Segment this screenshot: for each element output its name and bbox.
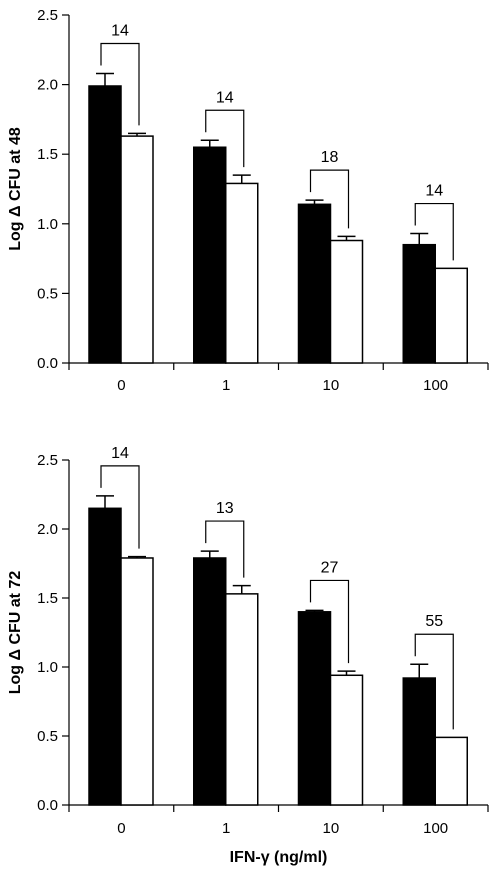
y-axis-label: Log Δ CFU at 48 bbox=[7, 127, 24, 251]
bar-white-1 bbox=[225, 593, 259, 806]
y-tick-label: 2.0 bbox=[37, 77, 58, 94]
bar-white-10 bbox=[329, 239, 364, 364]
x-axis-label: IFN-γ (ng/ml) bbox=[230, 849, 328, 866]
y-tick-label: 0.0 bbox=[37, 355, 58, 372]
bracket-label: 18 bbox=[321, 149, 339, 166]
y-tick-label: 1.0 bbox=[37, 659, 58, 676]
bracket-label: 27 bbox=[321, 559, 339, 576]
bracket-label: 13 bbox=[216, 500, 234, 517]
bar-black-10 bbox=[297, 611, 332, 806]
bar-white-100 bbox=[434, 736, 468, 806]
x-tick-label: 0 bbox=[117, 377, 125, 394]
x-tick-label: 100 bbox=[423, 377, 448, 394]
y-tick-label: 0.0 bbox=[37, 797, 58, 814]
bracket-label: 55 bbox=[425, 613, 443, 630]
bar-white-10 bbox=[329, 674, 364, 806]
chart-panel-1: 0.0 0.5 1.0 1.5 2.0 2.5 Log Δ CFU at 48 14 0 14 1 1… bbox=[7, 7, 489, 394]
bar-black-1 bbox=[193, 146, 227, 364]
y-tick-label: 1.5 bbox=[37, 590, 58, 607]
bracket-label: 14 bbox=[425, 183, 443, 200]
bar-black-10 bbox=[297, 203, 332, 364]
x-tick-label: 1 bbox=[222, 377, 230, 394]
y-axis-label: Log Δ CFU at 72 bbox=[7, 571, 24, 695]
x-tick-label: 0 bbox=[117, 820, 125, 837]
chart-panel-2: 0.0 0.5 1.0 1.5 2.0 2.5 Log Δ CFU at 72 14 0 13 1 2… bbox=[7, 445, 489, 866]
comparison-bracket bbox=[414, 633, 454, 730]
comparison-bracket bbox=[309, 579, 350, 664]
comparison-bracket bbox=[100, 42, 140, 126]
bar-black-1 bbox=[193, 557, 227, 806]
comparison-bracket bbox=[100, 465, 140, 549]
bar-black-0 bbox=[88, 507, 122, 806]
y-tick-label: 2.5 bbox=[37, 7, 58, 24]
y-tick-label: 1.0 bbox=[37, 216, 58, 233]
bracket-label: 14 bbox=[111, 445, 129, 462]
x-tick-label: 10 bbox=[323, 377, 340, 394]
comparison-bracket bbox=[205, 109, 245, 168]
bar-black-0 bbox=[88, 85, 122, 364]
bar-white-100 bbox=[434, 267, 468, 364]
x-tick-label: 100 bbox=[423, 820, 448, 837]
y-tick-label: 2.5 bbox=[37, 452, 58, 469]
bracket-label: 14 bbox=[111, 22, 129, 39]
y-tick-label: 2.0 bbox=[37, 521, 58, 538]
comparison-bracket bbox=[414, 202, 454, 261]
bracket-label: 14 bbox=[216, 89, 234, 106]
bar-white-1 bbox=[225, 182, 259, 364]
x-tick-label: 1 bbox=[222, 820, 230, 837]
comparison-bracket bbox=[309, 169, 350, 229]
y-tick-label: 0.5 bbox=[37, 285, 58, 302]
bar-white-0 bbox=[120, 557, 154, 806]
bar-black-100 bbox=[402, 677, 436, 806]
y-tick-label: 1.5 bbox=[37, 146, 58, 163]
y-tick-label: 0.5 bbox=[37, 728, 58, 745]
comparison-bracket bbox=[205, 520, 245, 578]
bar-black-100 bbox=[402, 243, 436, 364]
bar-white-0 bbox=[120, 135, 154, 364]
x-tick-label: 10 bbox=[323, 820, 340, 837]
